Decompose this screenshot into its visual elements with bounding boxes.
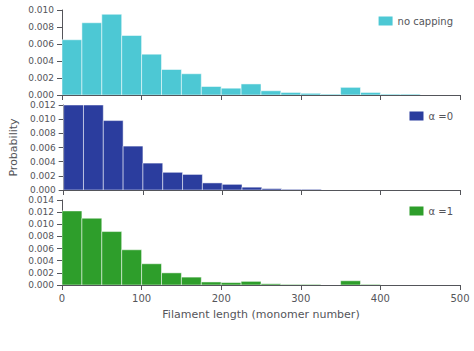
svg-text:500: 500 bbox=[450, 293, 469, 304]
svg-text:0.010: 0.010 bbox=[30, 114, 56, 124]
svg-text:0.006: 0.006 bbox=[30, 143, 56, 153]
svg-text:0.010: 0.010 bbox=[28, 5, 54, 15]
svg-text:0.000: 0.000 bbox=[30, 185, 56, 195]
svg-text:Filament length (monomer numbe: Filament length (monomer number) bbox=[162, 308, 359, 321]
svg-text:0: 0 bbox=[59, 293, 65, 304]
svg-text:0.002: 0.002 bbox=[28, 268, 54, 278]
svg-text:no capping: no capping bbox=[398, 16, 453, 27]
svg-text:0.014: 0.014 bbox=[28, 195, 54, 205]
svg-text:300: 300 bbox=[291, 293, 310, 304]
svg-text:0.000: 0.000 bbox=[28, 280, 54, 290]
svg-text:0.008: 0.008 bbox=[28, 231, 54, 241]
svg-text:200: 200 bbox=[212, 293, 231, 304]
svg-text:100: 100 bbox=[132, 293, 151, 304]
svg-text:0.008: 0.008 bbox=[30, 128, 56, 138]
svg-text:0.004: 0.004 bbox=[30, 157, 56, 167]
svg-text:400: 400 bbox=[371, 293, 390, 304]
svg-text:0.002: 0.002 bbox=[30, 171, 56, 181]
svg-text:0.012: 0.012 bbox=[30, 100, 56, 110]
svg-text:0.010: 0.010 bbox=[28, 219, 54, 229]
svg-text:α =1: α =1 bbox=[428, 206, 453, 217]
svg-text:0.008: 0.008 bbox=[28, 22, 54, 32]
svg-text:0.004: 0.004 bbox=[28, 56, 54, 66]
svg-text:α =0: α =0 bbox=[428, 111, 453, 122]
svg-text:0.000: 0.000 bbox=[28, 90, 54, 100]
svg-text:0.006: 0.006 bbox=[28, 244, 54, 254]
svg-text:0.004: 0.004 bbox=[28, 256, 54, 266]
svg-text:0.002: 0.002 bbox=[28, 73, 54, 83]
svg-text:Probability: Probability bbox=[7, 118, 20, 177]
svg-text:0.012: 0.012 bbox=[28, 207, 54, 217]
svg-text:0.006: 0.006 bbox=[28, 39, 54, 49]
